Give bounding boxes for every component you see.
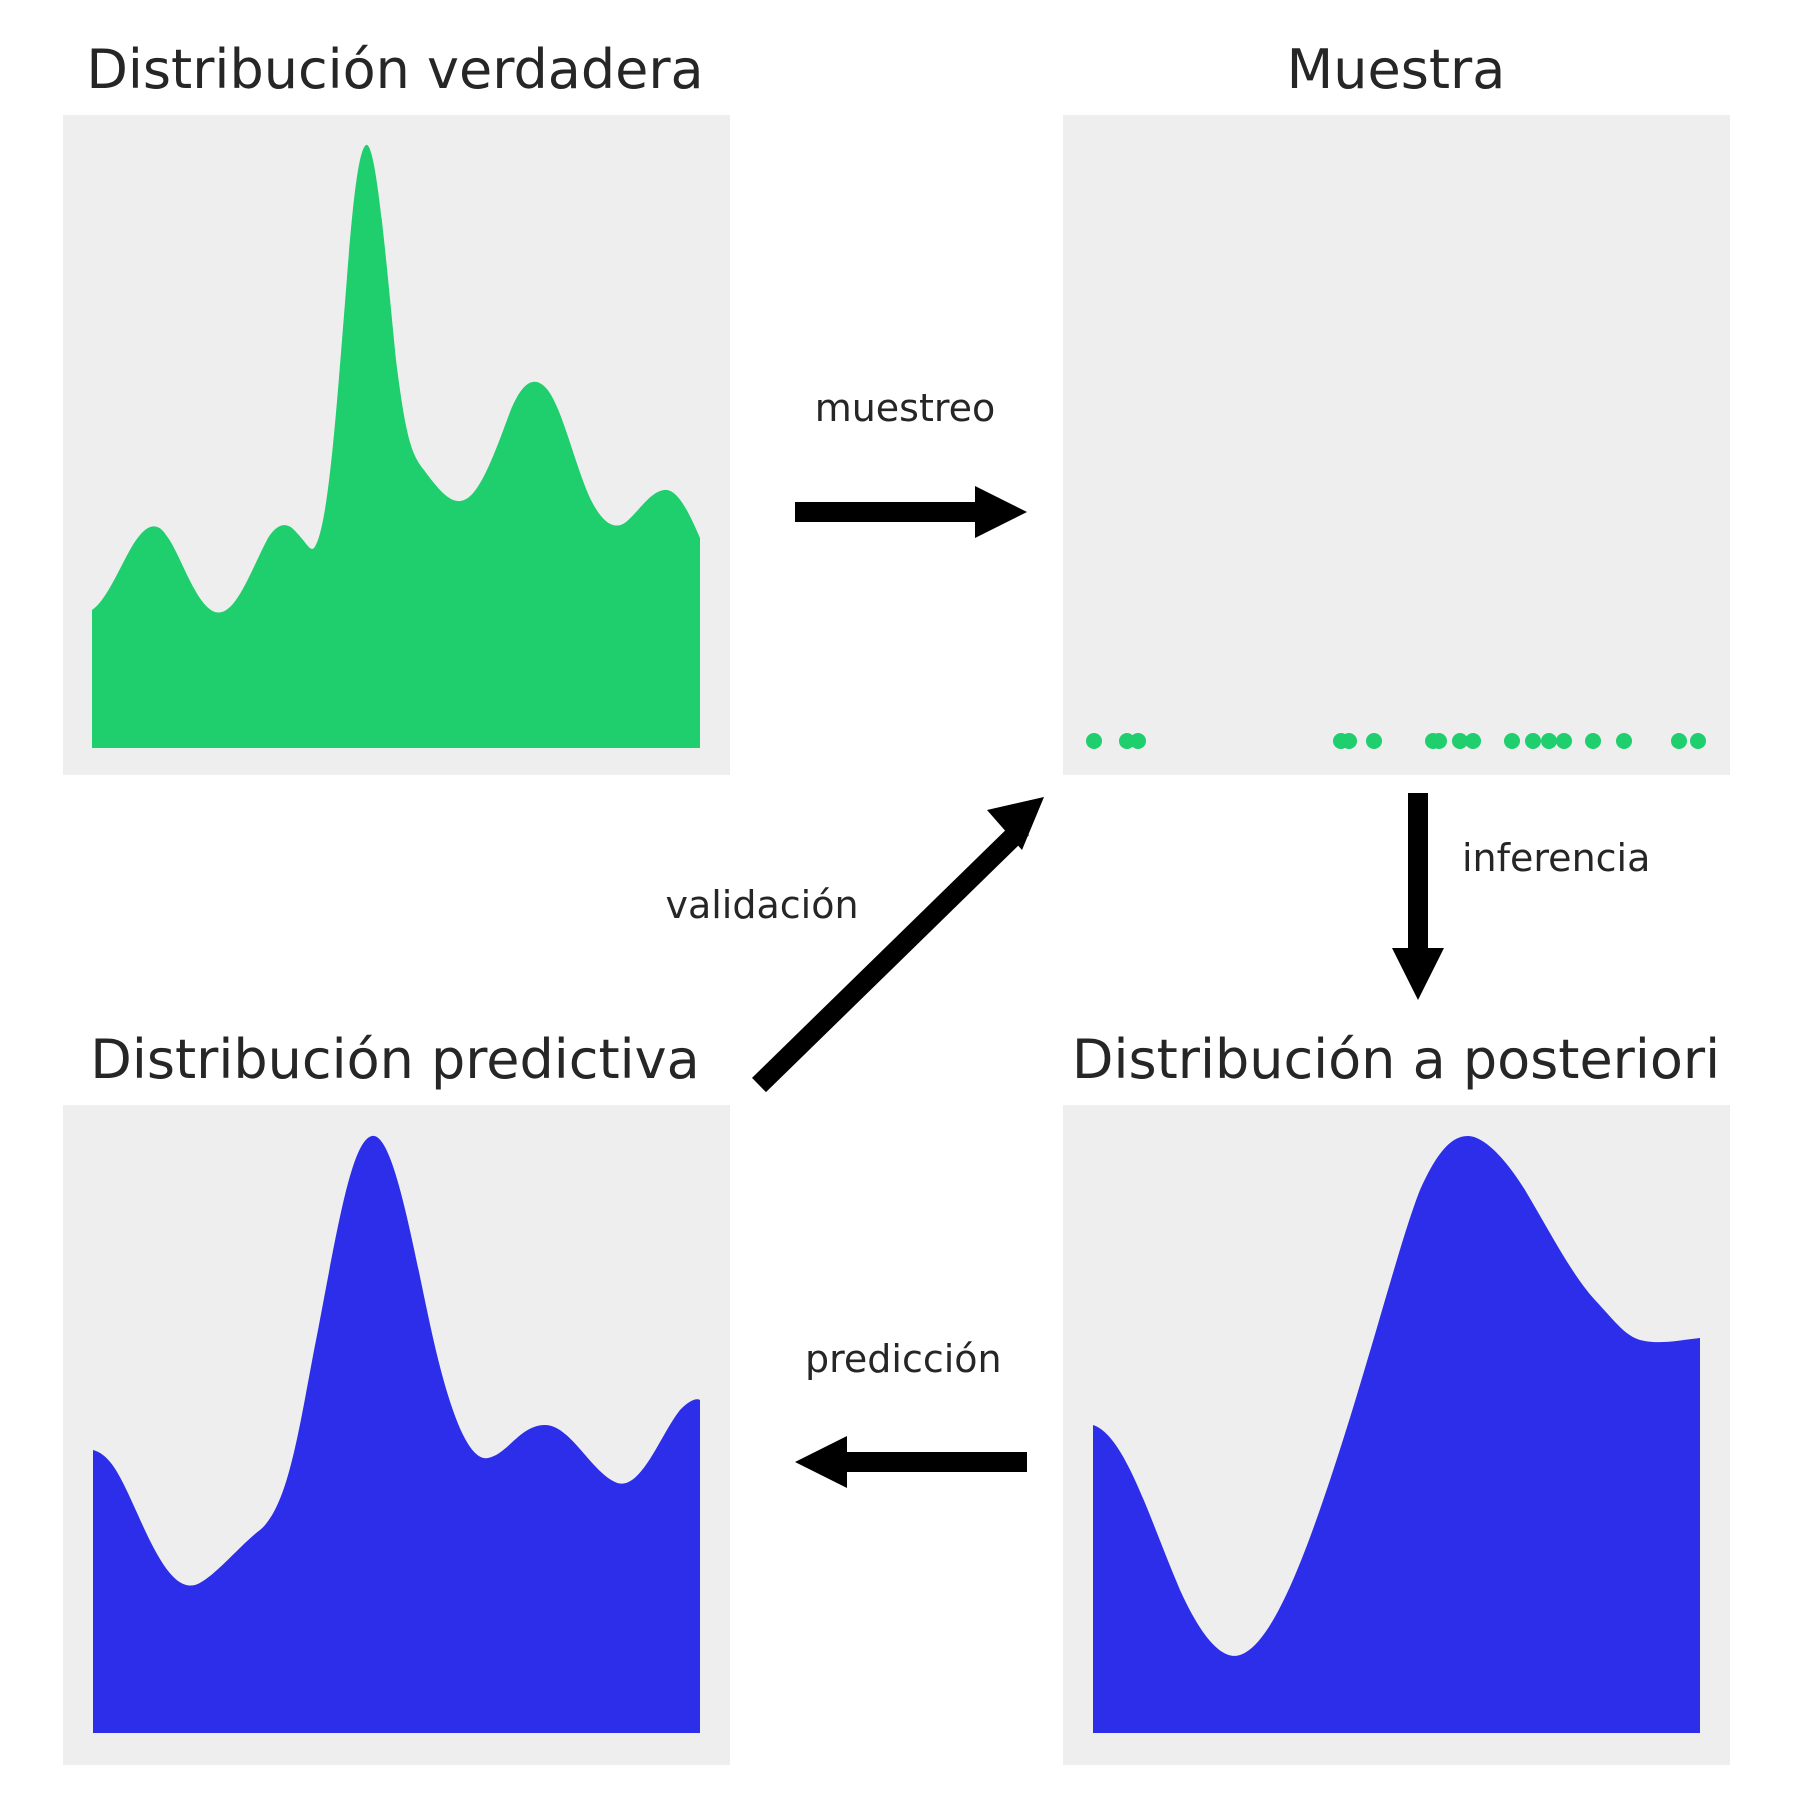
sample-point — [1504, 733, 1520, 749]
sample-point — [1431, 733, 1447, 749]
panel-true-distribution: Distribución verdadera — [63, 38, 730, 775]
arrow-validation: validación — [665, 797, 1044, 1093]
panel-predictive-distribution: Distribución predictiva — [63, 1028, 730, 1765]
sample-point — [1341, 733, 1357, 749]
sample-point — [1366, 733, 1382, 749]
arrow-up-right-icon — [752, 797, 1044, 1093]
arrow-right-icon — [795, 486, 1027, 538]
panel-title-predictive-distribution: Distribución predictiva — [90, 1028, 699, 1091]
sample-point — [1541, 733, 1557, 749]
sample-point — [1585, 733, 1601, 749]
sample-point — [1616, 733, 1632, 749]
panel-title-sample: Muestra — [1287, 38, 1506, 101]
sample-point — [1119, 733, 1135, 749]
sample-point — [1086, 733, 1102, 749]
arrow-down-icon — [1392, 793, 1444, 1000]
sample-point — [1465, 733, 1481, 749]
arrow-sampling: muestreo — [795, 386, 1027, 538]
arrow-left-icon — [795, 1436, 1027, 1488]
sample-point — [1452, 733, 1468, 749]
arrow-label-prediction: predicción — [805, 1337, 1002, 1381]
posterior-distribution-density — [1093, 1136, 1700, 1733]
arrow-label-inference: inferencia — [1462, 836, 1650, 880]
arrow-prediction: predicción — [795, 1337, 1027, 1488]
sample-point — [1130, 733, 1146, 749]
panel-title-posterior-distribution: Distribución a posteriori — [1072, 1028, 1720, 1091]
sample-points — [1086, 733, 1706, 749]
sample-point — [1690, 733, 1706, 749]
panel-posterior-distribution: Distribución a posteriori — [1063, 1028, 1730, 1765]
sample-point — [1671, 733, 1687, 749]
predictive-distribution-density — [93, 1135, 700, 1733]
true-distribution-density — [92, 144, 700, 748]
arrow-label-sampling: muestreo — [815, 386, 996, 430]
panel-sample: Muestra — [1063, 38, 1730, 775]
panel-background — [1063, 115, 1730, 775]
arrow-label-validation: validación — [665, 883, 858, 927]
panel-title-true-distribution: Distribución verdadera — [86, 38, 703, 101]
arrow-inference: inferencia — [1392, 793, 1650, 1000]
sample-point — [1556, 733, 1572, 749]
sample-point — [1525, 733, 1541, 749]
